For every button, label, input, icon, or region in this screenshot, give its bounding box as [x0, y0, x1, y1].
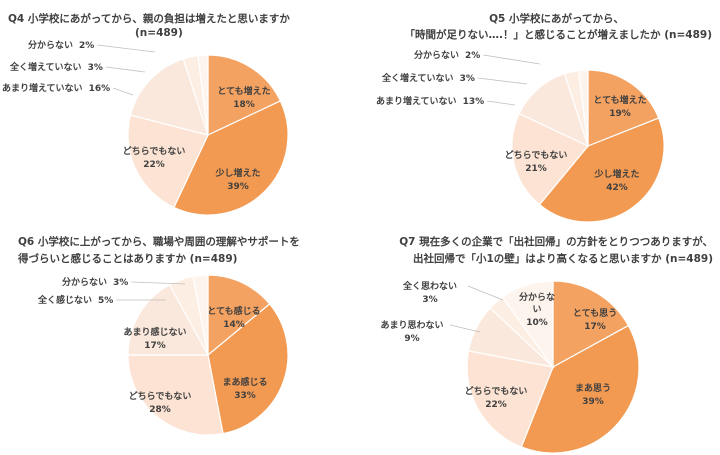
pie-slice [577, 69, 589, 147]
slice-value: 14% [223, 320, 245, 330]
chart-q6: Q6 小学校に上がってから、職場や周囲の理解やサポートを得づらいと感じることはあ… [17, 235, 300, 436]
pie-slice [173, 100, 289, 216]
slice-value: 18% [233, 100, 255, 110]
slice-value: 17% [144, 341, 166, 351]
slice-value: 3% [88, 63, 103, 73]
slice-label: とても感じる [207, 305, 260, 317]
pie-slice [192, 274, 209, 356]
slice-value: 3% [422, 295, 437, 305]
chart-title-line: Q6 小学校に上がってから、職場や周囲の理解やサポートを [18, 235, 300, 248]
slice-value: 5% [98, 296, 113, 306]
slice-label: あまり思わない [380, 320, 443, 331]
pie-slice [207, 274, 271, 357]
chart-q5: Q5 小学校にあがってから、「時間が足りない….！」と感じることが増えましたか … [376, 12, 712, 223]
slice-label: い [532, 305, 541, 315]
slice-label: とても増えた [217, 85, 270, 97]
slice-label: 分からない [414, 49, 459, 61]
slice-label: どちらでもない [465, 385, 528, 397]
slice-value: 28% [149, 405, 171, 415]
pie-slice [127, 284, 210, 356]
slice-value: 2% [465, 51, 480, 61]
pie-slice [538, 117, 665, 223]
slice-label: とても増えた [593, 94, 646, 106]
slice-label: 分からない [62, 276, 107, 288]
chart-title-line: 得づらいと感じることはありますか (n=489) [17, 252, 237, 265]
pie-slice [518, 72, 589, 148]
leader-line [487, 100, 516, 106]
chart-q4: Q4 小学校にあがってから、親の負担は増えたと思いますか (n=489) とても増え… [2, 12, 290, 216]
slice-label: あまり増えていない [2, 82, 83, 94]
slice-value: 3% [460, 74, 475, 84]
leader-line [477, 77, 528, 85]
slice-value: 22% [143, 160, 165, 170]
slice-label: 少し増えた [214, 167, 260, 179]
pie-slice [466, 350, 554, 448]
chart-title-line: Q7 現在多くの企業で「出社回帰」の方針をとりつつありますが、 [399, 235, 713, 248]
pie-slice [587, 69, 660, 147]
slice-value: 13% [463, 97, 485, 107]
slice-value: 19% [609, 109, 631, 119]
slice-label: まあ思う [575, 383, 611, 394]
pie-slice [207, 54, 282, 136]
slice-label: 分からな [519, 291, 555, 303]
slice-value: 2% [79, 41, 94, 51]
slice-value: 17% [584, 322, 606, 332]
slice-label: どちらでもない [123, 145, 186, 157]
leader-line [467, 285, 504, 301]
slice-label: まあ感じる [222, 376, 267, 388]
pie-slice [127, 354, 224, 436]
pie-slice [511, 112, 589, 206]
leader-line [105, 66, 146, 73]
slice-label: とても思う [573, 308, 617, 319]
slice-value: 21% [525, 164, 547, 174]
pie-slice [501, 280, 554, 369]
pie-slice [552, 280, 630, 369]
pie-slice [127, 114, 209, 209]
slice-label: 全く感じない [37, 294, 92, 306]
chart-title-line: Q5 小学校にあがってから、 [489, 12, 624, 25]
slice-label: 全く増えていない [381, 72, 454, 84]
slice-value: 3% [113, 278, 128, 288]
slice-label: 全く増えていない [9, 61, 82, 73]
leader-line [483, 54, 541, 65]
chart-q7: Q7 現在多くの企業で「出社回帰」の方針をとりつつありますが、出社回帰で「小1の… [380, 235, 713, 454]
slice-value: 10% [526, 318, 548, 328]
slice-value: 33% [234, 391, 256, 401]
slice-label: あまり増えていない [376, 95, 457, 107]
leader-line [131, 281, 186, 285]
slice-value: 42% [606, 183, 628, 193]
slice-value: 39% [582, 397, 604, 407]
slice-value: 9% [404, 334, 419, 344]
slice-value: 39% [227, 182, 249, 192]
chart-title-line: (n=489) [135, 27, 183, 39]
slice-label: 分からない [28, 39, 73, 51]
pie-slice [207, 303, 289, 435]
slice-value: 16% [89, 84, 111, 94]
slice-label: 少し増えた [593, 168, 639, 180]
pie-slice [520, 324, 640, 454]
leader-line [112, 87, 134, 96]
chart-title-line: Q4 小学校にあがってから、親の負担は増えたと思いますか [8, 12, 290, 25]
slice-label: どちらでもない [505, 149, 568, 161]
slice-label: あまり感じない [123, 326, 186, 338]
chart-title-line: 「時間が足りない….！」と感じることが増えましたか (n=489) [405, 28, 712, 41]
slice-label: 全く思わない [402, 280, 457, 292]
chart-title-line: 出社回帰で「小1の壁」はより高くなると思いますか (n=489) [413, 252, 713, 265]
leader-line [449, 324, 481, 333]
slice-value: 22% [485, 400, 507, 410]
leader-line [97, 44, 156, 53]
pie-slice [197, 54, 209, 136]
slice-label: どちらでもない [129, 390, 192, 402]
pie-slice [129, 58, 209, 136]
